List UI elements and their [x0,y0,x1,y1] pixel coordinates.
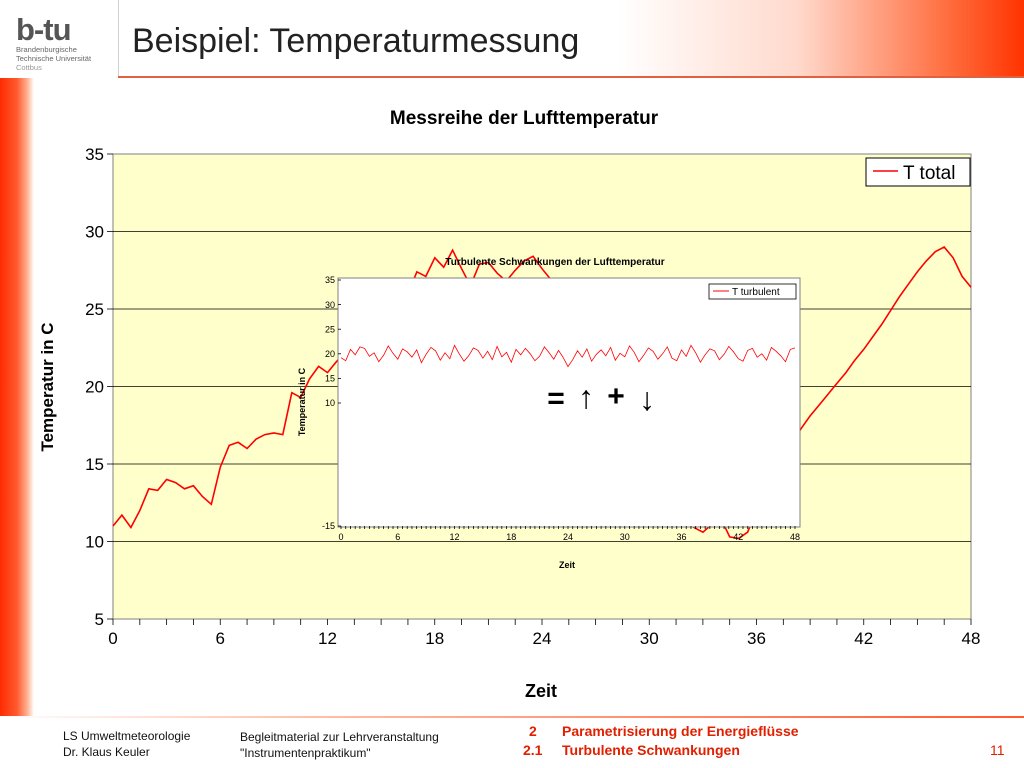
series-line [112,245,972,540]
header-divider [118,76,1024,78]
footer-section-number-1: 2 [529,723,537,739]
footer-author: Dr. Klaus Keuler [63,745,150,759]
logo-line-3: Cottbus [16,63,42,72]
y-tick-label: 30 [85,222,104,241]
y-tick-label: 35 [325,275,335,285]
footer-section-title-1: Parametrisierung der Energieflüsse [562,723,799,739]
main-chart-title: Messreihe der Lufttemperatur [390,108,659,129]
y-tick-label: 15 [85,455,104,474]
x-tick-label: 6 [395,532,400,542]
header-band [118,0,1024,77]
x-tick-label: 48 [790,532,800,542]
x-tick-label: 24 [563,532,573,542]
inset-legend-label: T turbulent [732,287,780,298]
main-y-axis-label: Temperatur in C [38,322,57,451]
formula-up-arrow: ↑ [578,379,594,415]
x-tick-label: 12 [449,532,459,542]
y-tick-label: 30 [325,300,335,310]
x-tick-label: 36 [747,629,766,648]
y-tick-label: 15 [325,374,335,384]
series-line [340,344,796,368]
inset-x-axis-label: Zeit [559,560,575,570]
footer-section-number-2: 2.1 [523,742,543,758]
x-tick-label: 0 [338,532,343,542]
formula-box [535,368,667,418]
y-tick-label: 25 [325,324,335,334]
footer-section-title-2: Turbulente Schwankungen [562,742,740,758]
y-tick-label: 10 [325,398,335,408]
y-tick-label: 20 [325,349,335,359]
university-logo: b-tu Brandenburgische Technische Univers… [16,14,116,76]
y-tick-label: 20 [85,377,104,396]
formula-equals: = [547,382,565,415]
left-accent-bar [0,78,34,718]
x-tick-label: 6 [216,629,225,648]
formula-plus: + [607,380,625,413]
x-tick-label: 48 [962,629,981,648]
inset-series-layer [340,344,796,368]
footer-course-line-1: Begleitmaterial zur Lehrveranstaltung [240,730,439,744]
x-tick-label: 30 [640,629,659,648]
main-legend-box [865,157,971,187]
main-series-layer [112,245,972,540]
footer-chair: LS Umweltmeteorologie [63,729,191,743]
footer-divider [0,716,1024,718]
main-legend-label: T total [903,163,955,184]
x-tick-label: 24 [533,629,552,648]
logo-line-2: Technische Universität [16,54,92,63]
x-tick-label: 42 [854,629,873,648]
page-number: 11 [990,742,1005,758]
y-tick-label: 35 [85,145,104,164]
main-y-axis: 5 10 15 20 25 30 35 [85,145,113,629]
logo-mark: b-tu [16,12,72,47]
x-tick-label: 18 [425,629,444,648]
inset-chart-title: Turbulente Schwankungen der Lufttemperat… [445,257,664,268]
x-tick-label: 42 [733,532,743,542]
inset-x-axis: 0 6 12 18 24 30 36 42 48 [338,526,800,542]
main-x-axis-label: Zeit [525,681,557,701]
y-tick-label: -15 [322,521,335,531]
formula-down-arrow: ↓ [639,381,655,417]
x-tick-label: 0 [108,629,117,648]
x-tick-label: 36 [676,532,686,542]
x-tick-label: 12 [318,629,337,648]
logo-line-1: Brandenburgische [16,45,77,54]
y-tick-label: 5 [95,610,104,629]
y-tick-label: 25 [85,300,104,319]
x-tick-label: 30 [620,532,630,542]
slide-title: Beispiel: Temperaturmessung [132,22,580,60]
inset-legend-box [708,283,797,300]
main-x-axis: 0 6 12 18 24 30 36 42 48 [108,619,980,648]
inset-y-axis-label: Temperatur in C [297,367,307,436]
inset-y-axis: -15 10 15 20 25 30 35 [322,275,341,531]
temperature-chart: Messreihe der Lufttemperatur 5 10 15 20 25 30… [38,108,980,701]
y-tick-label: 10 [85,532,104,551]
x-tick-label: 18 [506,532,516,542]
footer-course-line-2: "Instrumentenpraktikum" [240,746,371,760]
